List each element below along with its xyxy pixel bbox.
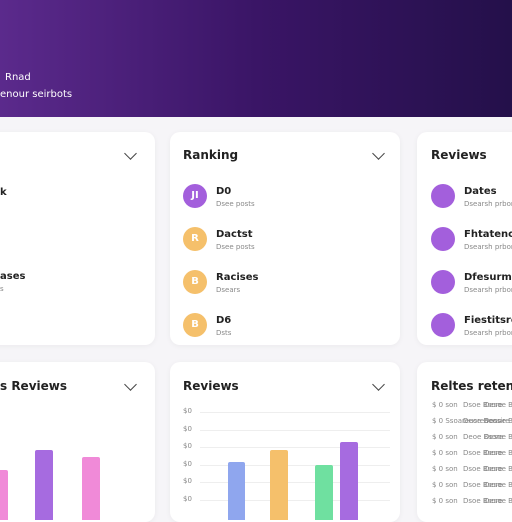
cell: $ 0 son bbox=[432, 465, 458, 473]
chevron[interactable] bbox=[372, 378, 385, 391]
cell: Desoe Bsore bbox=[484, 465, 512, 473]
chevron[interactable] bbox=[372, 147, 385, 160]
grid-line bbox=[200, 464, 390, 466]
cell: Deoe Beosire bbox=[463, 417, 510, 425]
icon: B bbox=[183, 270, 207, 294]
cell: $ 0 son bbox=[432, 401, 458, 409]
cell: Dsoe Bsore bbox=[463, 497, 503, 505]
grid-line bbox=[200, 412, 390, 413]
header: Rnad enour seirbots bbox=[0, 0, 512, 117]
label: Dfesurmor bbox=[464, 272, 512, 283]
cell: Dsoe Bsore bbox=[463, 465, 503, 473]
cell: Desoe Bsore bbox=[484, 417, 512, 425]
chevron[interactable] bbox=[124, 147, 137, 160]
grid-line bbox=[200, 447, 390, 448]
card-title: Reviews bbox=[183, 379, 239, 393]
label: Racises bbox=[216, 272, 259, 283]
sub: Dsearsh prbons bbox=[464, 286, 512, 294]
cell: Desoe Bsore bbox=[484, 433, 512, 441]
header-subtitle: enour seirbots bbox=[0, 89, 73, 100]
bar bbox=[315, 465, 333, 520]
card-title: Ranking bbox=[183, 148, 239, 162]
label: Dactst bbox=[216, 229, 253, 240]
bar bbox=[340, 442, 358, 520]
cell: Desoe Bsore bbox=[484, 401, 512, 409]
label: Dates bbox=[464, 186, 497, 197]
label: ases bbox=[0, 271, 26, 282]
card: Reviews $0 $0 $0 $0 $0 $0 bbox=[170, 362, 400, 522]
sub: s bbox=[0, 285, 4, 293]
grid-line bbox=[200, 429, 390, 431]
label: k bbox=[0, 187, 7, 198]
cell: $ 0 son bbox=[432, 433, 458, 441]
cell: $ 0 son bbox=[432, 497, 458, 505]
sub: Dsearsh prbons bbox=[464, 243, 512, 251]
axis-label: $0 bbox=[183, 477, 192, 485]
bar bbox=[0, 470, 8, 520]
header-title: Rnad bbox=[5, 72, 31, 83]
card: Reviews Dates Dsearsh prbons Fhtatenor Dsea… bbox=[417, 132, 512, 345]
icon bbox=[431, 227, 455, 251]
cell: Deoe Bsore bbox=[463, 433, 504, 441]
card-title: Reviews bbox=[431, 148, 487, 162]
card: k ases s bbox=[0, 132, 155, 345]
bar bbox=[270, 450, 288, 520]
cell: Dsoe Bsore bbox=[463, 401, 503, 409]
cell: Dsoe Bsore bbox=[463, 481, 503, 489]
cell: Dsoe Bsore bbox=[463, 449, 503, 457]
bar bbox=[228, 462, 245, 520]
grid-line bbox=[200, 499, 390, 501]
icon: B bbox=[183, 313, 207, 337]
sub: Dsearsh prbons bbox=[464, 200, 512, 208]
axis-label: $0 bbox=[183, 424, 192, 433]
cell: $ 0 Ssoareusrenons bbox=[432, 417, 501, 425]
icon bbox=[431, 270, 455, 294]
sub: Dsee posts bbox=[216, 243, 255, 251]
icon: R bbox=[183, 227, 207, 251]
bar bbox=[35, 450, 53, 520]
label: D6 bbox=[216, 315, 232, 326]
card: Ranking JI D0 Dsee posts R Dactst Dsee posts B… bbox=[170, 132, 400, 345]
axis-label: $0 bbox=[183, 459, 192, 468]
cell: $ 0 son bbox=[432, 449, 458, 457]
sub: Dsears bbox=[216, 286, 241, 294]
label: Fiestitsre bbox=[464, 315, 512, 326]
label: Fhtatenor bbox=[464, 229, 512, 240]
cell: Desoe Bsore bbox=[484, 449, 512, 457]
card: s Reviews bbox=[0, 362, 155, 522]
chevron[interactable] bbox=[124, 378, 137, 391]
card-title: s Reviews bbox=[0, 379, 68, 393]
icon bbox=[431, 184, 455, 208]
bar bbox=[82, 457, 100, 520]
axis-label: $0 bbox=[183, 494, 192, 503]
cell: $ 0 son bbox=[432, 481, 458, 489]
cell: Desoe Bsore bbox=[484, 497, 512, 505]
axis-label: $0 bbox=[183, 442, 192, 450]
sub: Dsearsh prbons bbox=[464, 329, 512, 337]
label: D0 bbox=[216, 186, 232, 197]
cell: Desoe Bsore bbox=[484, 481, 512, 489]
axis-label: $0 bbox=[183, 407, 192, 415]
icon: JI bbox=[183, 184, 207, 208]
grid-line bbox=[200, 482, 390, 483]
sub: Dsee posts bbox=[216, 200, 255, 208]
sub: Dsts bbox=[216, 329, 232, 337]
card-title: Reltes retens bbox=[431, 379, 512, 393]
icon bbox=[431, 313, 455, 337]
